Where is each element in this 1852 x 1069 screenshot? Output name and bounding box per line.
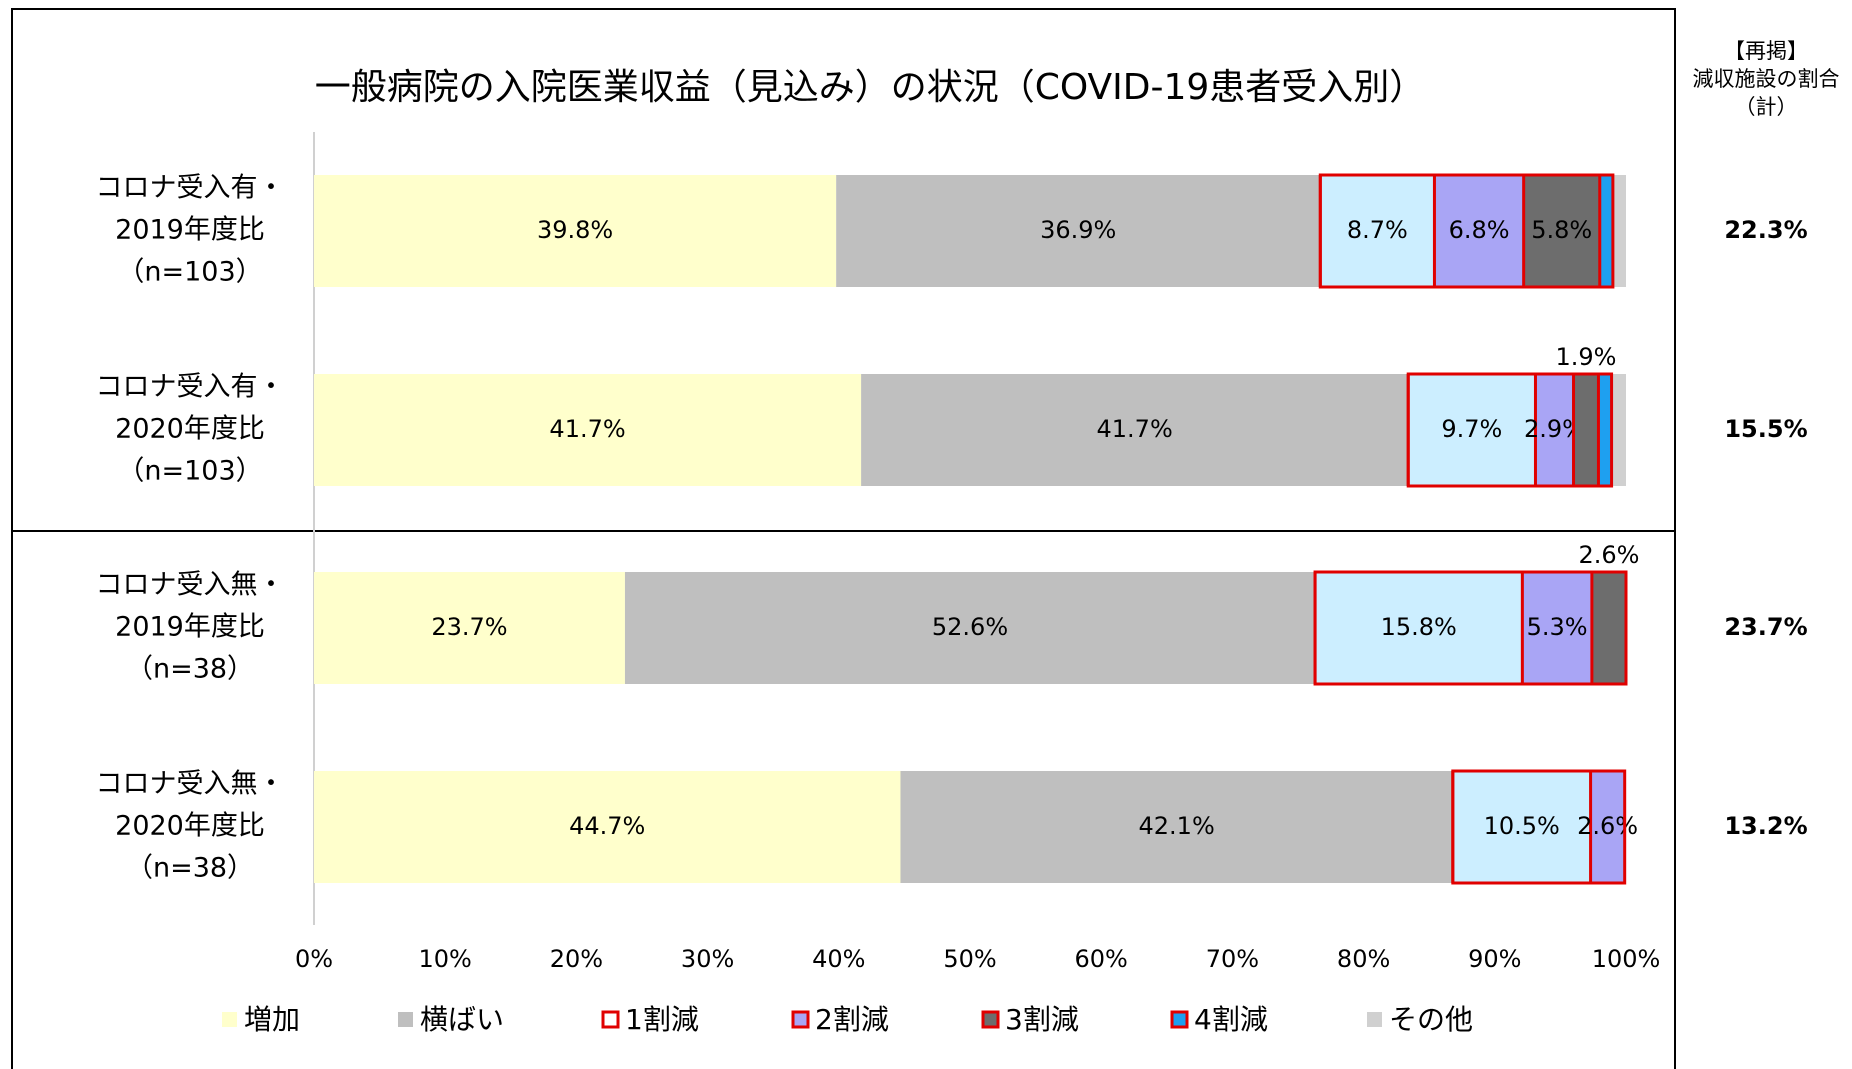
reduction-box — [1318, 173, 1615, 289]
x-tick-label: 10% — [419, 945, 472, 973]
category-label: （n=103） — [117, 456, 262, 487]
frame — [11, 8, 1676, 1069]
reduction-total: 22.3% — [1724, 216, 1807, 244]
category-label: コロナ受入有・ — [96, 372, 285, 403]
x-tick-label: 40% — [812, 945, 865, 973]
legend-label: 4割減 — [1194, 1003, 1268, 1036]
data-label: 39.8% — [537, 216, 613, 244]
bar-segment — [1612, 175, 1626, 287]
data-label: 5.3% — [1527, 613, 1588, 641]
legend-marker — [601, 1010, 620, 1029]
bar-segment — [314, 175, 837, 287]
bar-segment — [861, 374, 1409, 486]
legend-marker — [222, 1012, 237, 1027]
category-label: コロナ受入無・ — [96, 570, 285, 601]
reduction-title: （計） — [1735, 95, 1798, 119]
category-label: コロナ受入無・ — [96, 769, 285, 800]
bar-segment — [314, 572, 625, 684]
data-label: 6.8% — [1449, 216, 1510, 244]
data-label: 15.8% — [1381, 613, 1457, 641]
data-label: 2.6% — [1577, 812, 1638, 840]
category-label: （n=38） — [126, 654, 254, 685]
category-label: （n=103） — [117, 257, 262, 288]
reduction-total: 13.2% — [1724, 812, 1807, 840]
category-label: 2019年度比 — [115, 215, 265, 246]
x-tick-label: 30% — [681, 945, 734, 973]
data-label: 52.6% — [932, 613, 1008, 641]
legend-marker — [791, 1010, 810, 1029]
data-label: 41.7% — [549, 415, 625, 443]
x-tick-label: 70% — [1206, 945, 1259, 973]
reduction-title: 減収施設の割合 — [1693, 67, 1840, 91]
data-label: 23.7% — [431, 613, 507, 641]
legend-marker — [1367, 1012, 1382, 1027]
bar-segment — [1408, 374, 1536, 486]
data-label: 5.8% — [1531, 216, 1592, 244]
legend-marker — [1170, 1010, 1189, 1029]
data-label: 1.9% — [1555, 343, 1616, 371]
legend-marker — [981, 1010, 1000, 1029]
x-tick-label: 0% — [295, 945, 333, 973]
bar-segment — [1434, 175, 1524, 287]
x-tick-label: 100% — [1592, 945, 1661, 973]
legend-label: 1割減 — [625, 1003, 699, 1036]
bar-segment — [1591, 572, 1626, 684]
bar-segment — [836, 175, 1321, 287]
reduction-box — [1313, 570, 1628, 686]
reduction-title: 【再掲】 — [1724, 39, 1808, 63]
bar-segment — [314, 771, 901, 883]
bar-segment — [1599, 175, 1613, 287]
x-tick-label: 90% — [1468, 945, 1521, 973]
category-label: （n=38） — [126, 853, 254, 884]
x-tick-label: 20% — [550, 945, 603, 973]
bar-segment — [624, 572, 1316, 684]
legend-label: 2割減 — [815, 1003, 889, 1036]
reduction-total: 23.7% — [1724, 613, 1807, 641]
x-tick-label: 50% — [943, 945, 996, 973]
category-label: 2019年度比 — [115, 612, 265, 643]
reduction-box — [1406, 372, 1614, 488]
reduction-box — [1451, 769, 1627, 885]
legend-label: 増加 — [244, 1003, 300, 1036]
x-tick-label: 80% — [1337, 945, 1390, 973]
data-label: 8.7% — [1347, 216, 1408, 244]
bar-segment — [1315, 572, 1523, 684]
legend-label: 横ばい — [420, 1003, 504, 1036]
bar-segment — [900, 771, 1453, 883]
data-label: 2.6% — [1578, 541, 1639, 569]
data-label: 10.5% — [1484, 812, 1560, 840]
category-label: コロナ受入有・ — [96, 173, 285, 204]
legend-label: その他 — [1389, 1003, 1473, 1036]
bar-segment — [1523, 175, 1600, 287]
reduction-total: 15.5% — [1724, 415, 1807, 443]
data-label: 36.9% — [1040, 216, 1116, 244]
bar-segment — [314, 374, 862, 486]
data-label: 44.7% — [569, 812, 645, 840]
data-label: 42.1% — [1139, 812, 1215, 840]
bar-segment — [1452, 771, 1591, 883]
bar-segment — [1590, 771, 1625, 883]
category-label: 2020年度比 — [115, 811, 265, 842]
legend-marker — [398, 1012, 413, 1027]
legend-label: 3割減 — [1005, 1003, 1079, 1036]
bar-segment — [1522, 572, 1592, 684]
bar-segment — [1611, 374, 1626, 486]
bar-segment — [1598, 374, 1612, 486]
bar-segment — [1320, 175, 1435, 287]
data-label: 9.7% — [1441, 415, 1502, 443]
data-label: 41.7% — [1097, 415, 1173, 443]
x-tick-label: 60% — [1075, 945, 1128, 973]
bar-segment — [1573, 374, 1599, 486]
bar-segment — [1535, 374, 1574, 486]
category-label: 2020年度比 — [115, 414, 265, 445]
chart-title: 一般病院の入院医業収益（見込み）の状況（COVID-19患者受入別） — [315, 67, 1426, 108]
